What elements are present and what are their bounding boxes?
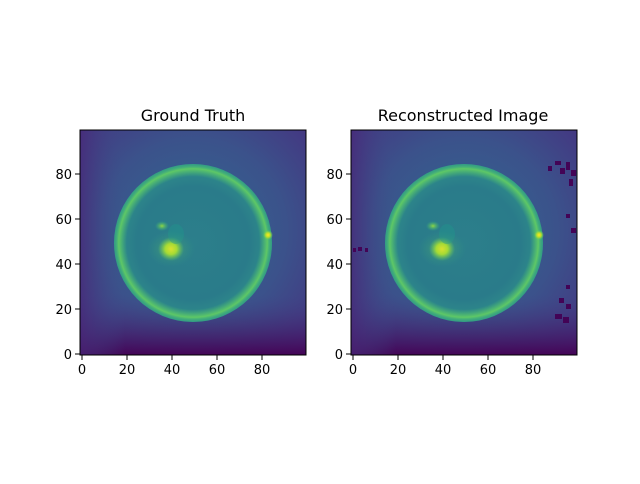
reconstructed-xtick-60: 60 — [480, 363, 497, 378]
reconstruction-artifacts — [353, 161, 576, 323]
reconstructed-xtick-20: 20 — [390, 363, 407, 378]
ground-truth-ytick-40: 40 — [55, 258, 72, 273]
ground-truth-y-axis: 0 20 40 60 80 — [55, 168, 80, 363]
ground-truth-xtick-60: 60 — [209, 363, 226, 378]
ground-truth-xtick-20: 20 — [119, 363, 136, 378]
reconstructed-image — [351, 130, 577, 355]
reconstructed-image-title: Reconstructed Image — [378, 106, 549, 125]
reconstructed-image-panel: Reconstructed Image — [326, 106, 578, 378]
reconstructed-ytick-60: 60 — [326, 213, 343, 228]
reconstructed-xtick-40: 40 — [435, 363, 452, 378]
reconstructed-ytick-80: 80 — [326, 168, 343, 183]
reconstructed-ytick-0: 0 — [335, 348, 343, 363]
reconstructed-xtick-80: 80 — [525, 363, 542, 378]
ground-truth-xtick-80: 80 — [254, 363, 271, 378]
ground-truth-ytick-0: 0 — [64, 348, 72, 363]
ground-truth-image — [80, 130, 306, 355]
ground-truth-x-axis: 0 20 40 60 80 — [78, 355, 270, 378]
ground-truth-panel: Ground Truth 0 — [55, 106, 307, 378]
ground-truth-ytick-80: 80 — [55, 168, 72, 183]
ground-truth-ytick-60: 60 — [55, 213, 72, 228]
ground-truth-title: Ground Truth — [141, 106, 246, 125]
ground-truth-ytick-20: 20 — [55, 303, 72, 318]
ground-truth-xtick-0: 0 — [78, 363, 86, 378]
reconstructed-x-axis: 0 20 40 60 80 — [349, 355, 541, 378]
ground-truth-xtick-40: 40 — [164, 363, 181, 378]
reconstructed-y-axis: 0 20 40 60 80 — [326, 168, 351, 363]
reconstructed-ytick-20: 20 — [326, 303, 343, 318]
reconstructed-ytick-40: 40 — [326, 258, 343, 273]
reconstructed-xtick-0: 0 — [349, 363, 357, 378]
